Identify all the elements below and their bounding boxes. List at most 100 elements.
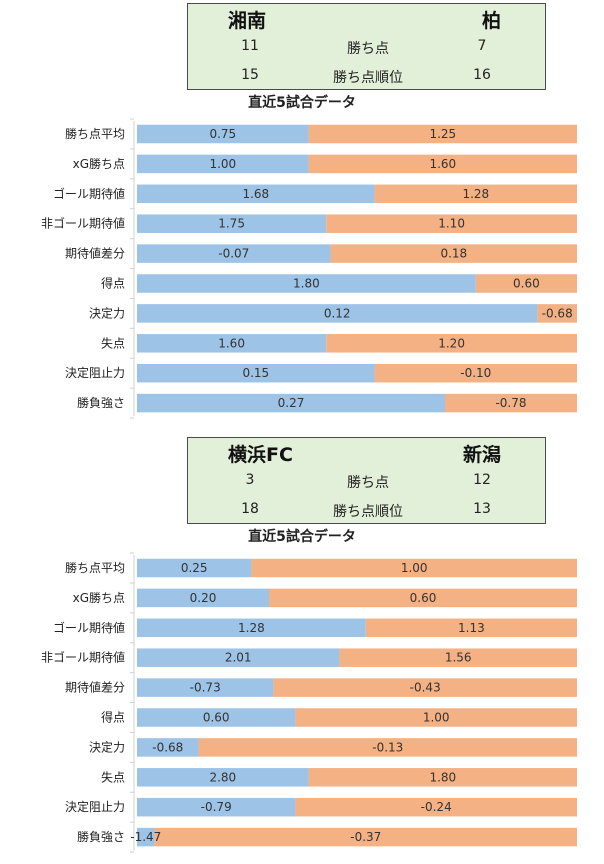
- away-value-label: 1.20: [438, 336, 465, 350]
- bar-home: [137, 244, 331, 263]
- bar-away: [198, 738, 577, 757]
- away-value-label: 1.10: [438, 217, 465, 231]
- home-value-label: 0.25: [181, 561, 208, 575]
- category-label: 勝ち点平均: [65, 560, 125, 575]
- home-value-label: 2.01: [225, 651, 252, 665]
- home-points: 3: [245, 472, 255, 488]
- category-label: 決定阻止力: [65, 365, 125, 380]
- category-label: ゴール期待値: [53, 620, 125, 635]
- bar-away: [374, 184, 577, 204]
- bar-away: [339, 648, 577, 667]
- category-label: 期待値差分: [65, 680, 125, 695]
- away-team-name: 柏: [481, 10, 501, 32]
- away-value-label: 0.60: [410, 591, 437, 605]
- bar-away: [326, 214, 577, 233]
- bar-home: [137, 363, 375, 383]
- bar-away: [273, 678, 577, 697]
- bar-away: [251, 558, 577, 578]
- away-value-label: -0.78: [495, 396, 526, 410]
- home-value-label: 1.28: [238, 621, 265, 635]
- category-label: 期待値差分: [65, 246, 125, 261]
- home-points: 11: [241, 38, 259, 54]
- away-value-label: 1.13: [458, 621, 485, 635]
- home-rank: 18: [241, 501, 259, 517]
- home-team-name: 横浜FC: [228, 444, 293, 466]
- home-value-label: 1.75: [218, 217, 245, 231]
- bar-away: [154, 827, 577, 847]
- home-value-label: -0.07: [218, 247, 249, 261]
- score-row-points: 11 勝ち点 7: [188, 38, 545, 58]
- home-value-label: -0.73: [190, 681, 221, 695]
- chart-title: 直近5試合データ: [248, 95, 356, 111]
- match-panel-1: 湘南 柏 11 勝ち点 7 15 勝ち点順位 16 直近5試合データ 勝ち点平均…: [0, 0, 604, 430]
- bar-away: [374, 363, 577, 383]
- category-label: 勝負強さ: [77, 829, 125, 844]
- home-value-label: 1.00: [209, 157, 236, 171]
- away-value-label: 1.80: [429, 770, 456, 784]
- bar-home: [137, 708, 296, 727]
- bar-home: [137, 393, 445, 413]
- bar-away: [475, 274, 577, 293]
- category-label: 決定力: [89, 305, 125, 320]
- category-label: 勝負強さ: [77, 395, 125, 410]
- rank-label: 勝ち点順位: [333, 504, 403, 520]
- away-value-label: 1.28: [462, 187, 489, 201]
- scorebox: 湘南 柏 11 勝ち点 7 15 勝ち点順位 16: [187, 3, 546, 90]
- category-label: ゴール期待値: [53, 186, 125, 201]
- away-team-name: 新潟: [462, 444, 501, 466]
- bar-away: [308, 768, 577, 787]
- bar-away: [330, 244, 577, 263]
- home-value-label: 1.60: [218, 336, 245, 350]
- bar-away: [308, 124, 577, 144]
- away-value-label: -0.37: [350, 830, 381, 844]
- home-value-label: 0.15: [242, 366, 269, 380]
- away-points: 7: [477, 38, 487, 54]
- category-label: xG勝ち点: [73, 590, 125, 605]
- away-rank: 13: [473, 501, 491, 517]
- away-value-label: 1.25: [429, 127, 456, 141]
- stacked-bar-chart-2: 勝ち点平均 0.25 1.00 xG勝ち点 0.20 0.60 ゴール期待値 1.28 1.13…: [41, 552, 577, 853]
- rank-label: 勝ち点順位: [333, 70, 403, 86]
- home-value-label: 0.60: [203, 711, 230, 725]
- home-value-label: 1.68: [242, 187, 269, 201]
- home-team-name: 湘南: [228, 10, 267, 32]
- home-value-label: 1.80: [293, 277, 320, 291]
- score-row-points: 3 勝ち点 12: [188, 472, 545, 492]
- home-value-label: -1.47: [130, 830, 161, 844]
- away-value-label: 0.18: [440, 247, 467, 261]
- bar-home: [137, 768, 309, 787]
- bar-home: [137, 334, 327, 353]
- bar-home: [137, 797, 296, 817]
- category-label: 失点: [101, 335, 125, 350]
- away-value-label: 1.56: [445, 651, 472, 665]
- away-rank: 16: [473, 67, 491, 83]
- chart-title: 直近5試合データ: [248, 529, 356, 545]
- bar-away: [537, 304, 577, 323]
- category-label: 決定阻止力: [65, 799, 125, 814]
- bar-away: [445, 393, 577, 413]
- home-value-label: -0.68: [152, 740, 183, 754]
- bar-home: [137, 214, 327, 233]
- bar-home: [137, 124, 309, 144]
- home-value-label: -0.79: [201, 800, 232, 814]
- category-label: 勝ち点平均: [65, 126, 125, 141]
- home-value-label: 0.20: [190, 591, 217, 605]
- bar-away: [365, 618, 577, 638]
- away-value-label: -0.24: [421, 800, 452, 814]
- category-label: 得点: [101, 710, 125, 725]
- score-row-rank: 15 勝ち点順位 16: [188, 67, 545, 87]
- bar-home: [137, 304, 538, 323]
- away-value-label: 1.00: [401, 561, 428, 575]
- home-rank: 15: [241, 67, 259, 83]
- category-label: 得点: [101, 276, 125, 291]
- bar-home: [137, 827, 155, 847]
- bar-home: [137, 588, 269, 608]
- bar-away: [269, 588, 577, 608]
- bar-home: [137, 618, 366, 638]
- bar-home: [137, 558, 252, 578]
- bar-away: [295, 708, 577, 727]
- score-row-rank: 18 勝ち点順位 13: [188, 501, 545, 521]
- home-value-label: 2.80: [209, 770, 236, 784]
- category-label: 非ゴール期待値: [41, 650, 125, 665]
- bar-away: [326, 334, 577, 353]
